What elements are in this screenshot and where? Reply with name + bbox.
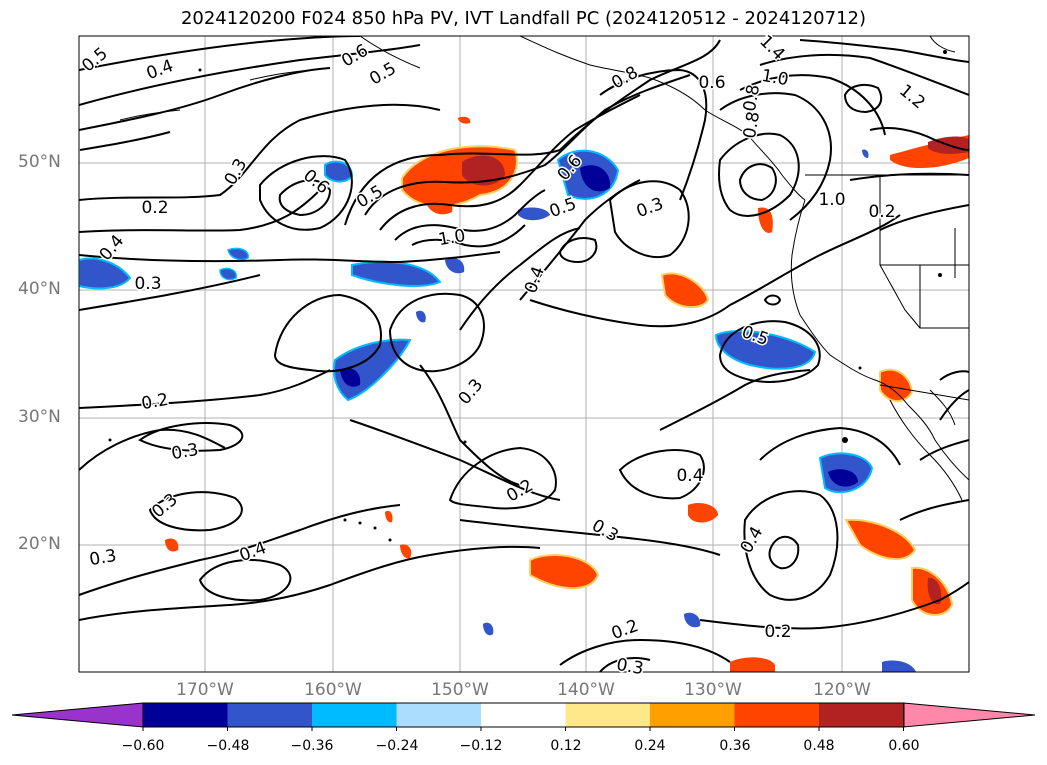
colorbar-tick-label: 0.12 bbox=[550, 738, 582, 754]
colorbar-segment bbox=[650, 703, 735, 727]
anomaly-area bbox=[227, 247, 249, 261]
anomaly-area bbox=[385, 510, 393, 523]
political-borders bbox=[805, 174, 969, 426]
lat-label: 40°N bbox=[18, 279, 61, 299]
anomaly-area bbox=[882, 660, 916, 672]
contour-label: 0.3 bbox=[170, 440, 200, 464]
anomaly-area bbox=[458, 116, 471, 124]
coastlines bbox=[119, 36, 969, 501]
anomaly-area bbox=[844, 518, 917, 561]
anomaly-area bbox=[730, 657, 775, 672]
anomaly-area bbox=[927, 577, 942, 605]
negative-anomaly-areas bbox=[79, 149, 916, 672]
lat-label: 50°N bbox=[18, 152, 61, 172]
anomaly-area bbox=[165, 538, 179, 552]
colorbar-segment bbox=[396, 703, 482, 727]
anomaly-area bbox=[688, 503, 718, 523]
contour-label: 0.3 bbox=[615, 655, 645, 679]
colorbar-segment bbox=[819, 703, 904, 727]
anomaly-area bbox=[529, 554, 600, 590]
contour-label: 1.0 bbox=[760, 66, 790, 90]
colorbar-segment bbox=[227, 703, 313, 727]
anomaly-area bbox=[518, 207, 550, 221]
colorbar-tick-label: 0.60 bbox=[888, 738, 920, 754]
colorbar-segment bbox=[565, 703, 651, 727]
anomaly-area bbox=[462, 155, 505, 186]
colorbar bbox=[11, 702, 1036, 731]
colorbar-segment bbox=[481, 703, 566, 727]
lon-label: 140°W bbox=[557, 680, 615, 700]
colorbar-tick-label: 0.36 bbox=[719, 738, 751, 754]
contour-label: 0.2 bbox=[868, 202, 895, 222]
colorbar-tick-label: −0.12 bbox=[459, 738, 503, 754]
colorbar-segment bbox=[143, 703, 228, 727]
anomaly-area bbox=[340, 368, 361, 387]
anomaly-area bbox=[660, 272, 710, 309]
anomaly-area bbox=[425, 198, 453, 215]
lon-label: 160°W bbox=[304, 680, 362, 700]
contour-label: 0.2 bbox=[141, 198, 168, 218]
anomaly-area bbox=[219, 267, 237, 281]
colorbar-tick-label: 0.24 bbox=[634, 738, 666, 754]
anomaly-area bbox=[879, 368, 914, 403]
colorbar-extend-high bbox=[903, 702, 1036, 728]
lon-label: 130°W bbox=[684, 680, 742, 700]
map-area bbox=[79, 36, 969, 672]
anomaly-area bbox=[862, 149, 869, 158]
lat-label: 30°N bbox=[18, 407, 61, 427]
lon-label: 170°W bbox=[176, 680, 234, 700]
colorbar-segment bbox=[312, 703, 397, 727]
lon-label: 120°W bbox=[813, 680, 871, 700]
anomaly-area bbox=[445, 258, 465, 274]
anomaly-area bbox=[828, 469, 858, 487]
colorbar-extend-low bbox=[11, 702, 144, 728]
colorbar-segment bbox=[734, 703, 820, 727]
contour-label: 0.8 bbox=[740, 110, 764, 140]
anomaly-area bbox=[714, 330, 817, 370]
contour-label: 0.6 bbox=[698, 73, 725, 93]
anomaly-area bbox=[580, 165, 611, 192]
map-title: 2024120200 F024 850 hPa PV, IVT Landfall… bbox=[180, 8, 867, 29]
colorbar-tick-label: −0.48 bbox=[206, 738, 250, 754]
anomaly-area bbox=[416, 310, 426, 323]
contour-label: 0.3 bbox=[134, 274, 161, 294]
islands bbox=[108, 50, 947, 542]
map-frame bbox=[78, 35, 970, 673]
lat-label: 20°N bbox=[18, 534, 61, 554]
anomaly-area bbox=[483, 622, 494, 636]
colorbar-tick-label: −0.24 bbox=[375, 738, 419, 754]
contour-label: 0.2 bbox=[764, 622, 791, 642]
gridlines bbox=[79, 36, 969, 672]
colorbar-tick-label: 0.48 bbox=[803, 738, 835, 754]
colorbar-tick-label: −0.60 bbox=[121, 738, 165, 754]
colorbar-tick-label: −0.36 bbox=[290, 738, 334, 754]
lon-label: 150°W bbox=[431, 680, 489, 700]
anomaly-area bbox=[400, 544, 412, 559]
anomaly-area bbox=[79, 257, 132, 290]
contour-label: 1.0 bbox=[818, 190, 845, 210]
anomaly-area bbox=[684, 612, 701, 628]
contour-label: 0.4 bbox=[676, 466, 703, 486]
pv-contours bbox=[79, 36, 969, 672]
contour-label: 0.3 bbox=[88, 546, 118, 570]
